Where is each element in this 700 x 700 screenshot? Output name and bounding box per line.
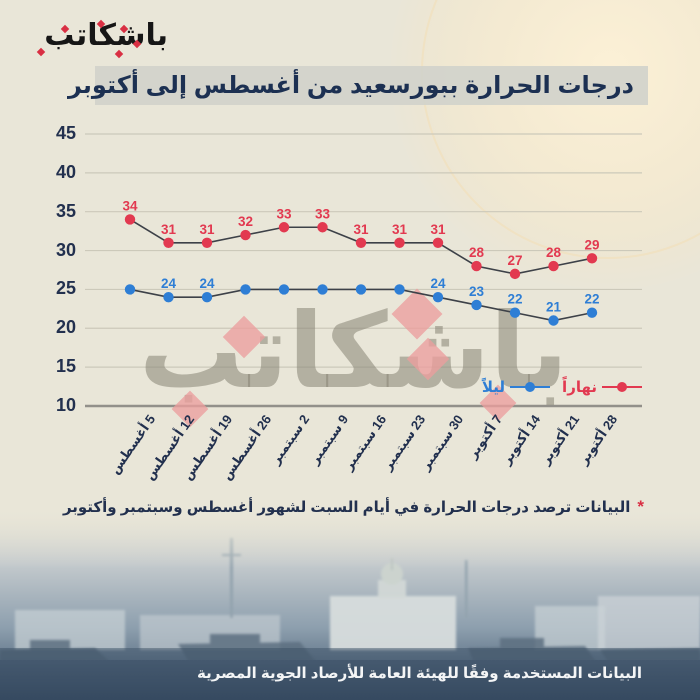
data-point: [355, 237, 367, 248]
y-axis-label: 40: [55, 161, 76, 182]
source-credit: البيانات المستخدمة وفقًا للهيئة العامة ل…: [197, 665, 642, 682]
footnote-text: البيانات ترصد درجات الحرارة في أيام السب…: [62, 499, 631, 516]
legend-label: ليلاً: [481, 379, 506, 396]
y-axis-label: 15: [55, 356, 76, 377]
footnote-asterisk: *: [637, 497, 644, 516]
page-title: درجات الحرارة ببورسعيد من أغسطس إلى أكتو…: [67, 72, 634, 99]
data-point: [124, 284, 136, 295]
data-point: [124, 214, 136, 225]
legend-marker-dot: [617, 382, 627, 392]
y-axis-label: 25: [55, 278, 76, 299]
harbor-boats: [0, 634, 700, 664]
data-point: [278, 222, 290, 233]
legend-item: نهاراً: [562, 378, 642, 396]
logo: باشكاتب: [28, 18, 168, 64]
data-point-label: 31: [199, 222, 215, 237]
legend-label: نهاراً: [562, 379, 597, 396]
legend-item: ليلاً: [481, 378, 551, 396]
footnote: * البيانات ترصد درجات الحرارة في أيام الس…: [63, 497, 644, 517]
title-strip: درجات الحرارة ببورسعيد من أغسطس إلى أكتو…: [68, 66, 648, 105]
harbor-photo: [0, 510, 700, 700]
y-axis-label: 35: [55, 200, 76, 221]
data-point-label: 31: [161, 222, 177, 237]
data-point: [163, 237, 174, 248]
data-point-label: 22: [584, 292, 599, 307]
data-point-label: 33: [315, 206, 331, 221]
data-point-label: 33: [276, 206, 292, 221]
legend: نهاراً ليلاً: [482, 378, 642, 396]
data-point: [317, 222, 328, 233]
data-point: [240, 229, 251, 241]
legend-marker-line: [510, 382, 551, 392]
data-point-label: 31: [430, 222, 446, 237]
legend-marker-dot: [525, 382, 536, 392]
data-point-label: 31: [353, 222, 369, 237]
y-axis-label: 45: [55, 123, 76, 143]
data-point-label: 31: [392, 222, 408, 237]
logo-text: باشكاتب: [44, 19, 168, 52]
data-point: [394, 237, 405, 248]
data-point: [201, 237, 213, 248]
data-point-label: 34: [122, 198, 138, 213]
data-point: [471, 260, 482, 272]
data-point: [432, 237, 444, 248]
data-point-label: 32: [238, 214, 253, 229]
data-point: [586, 307, 598, 318]
watermark: باشكاتب: [139, 288, 568, 428]
harbor-fade: [0, 510, 700, 568]
harbor-water: [0, 660, 700, 700]
legend-marker-line: [602, 382, 642, 392]
y-axis-label: 30: [55, 239, 76, 260]
harbor-overlay: [0, 648, 700, 700]
y-axis-label: 20: [55, 317, 76, 338]
y-axis-label: 10: [55, 394, 76, 415]
